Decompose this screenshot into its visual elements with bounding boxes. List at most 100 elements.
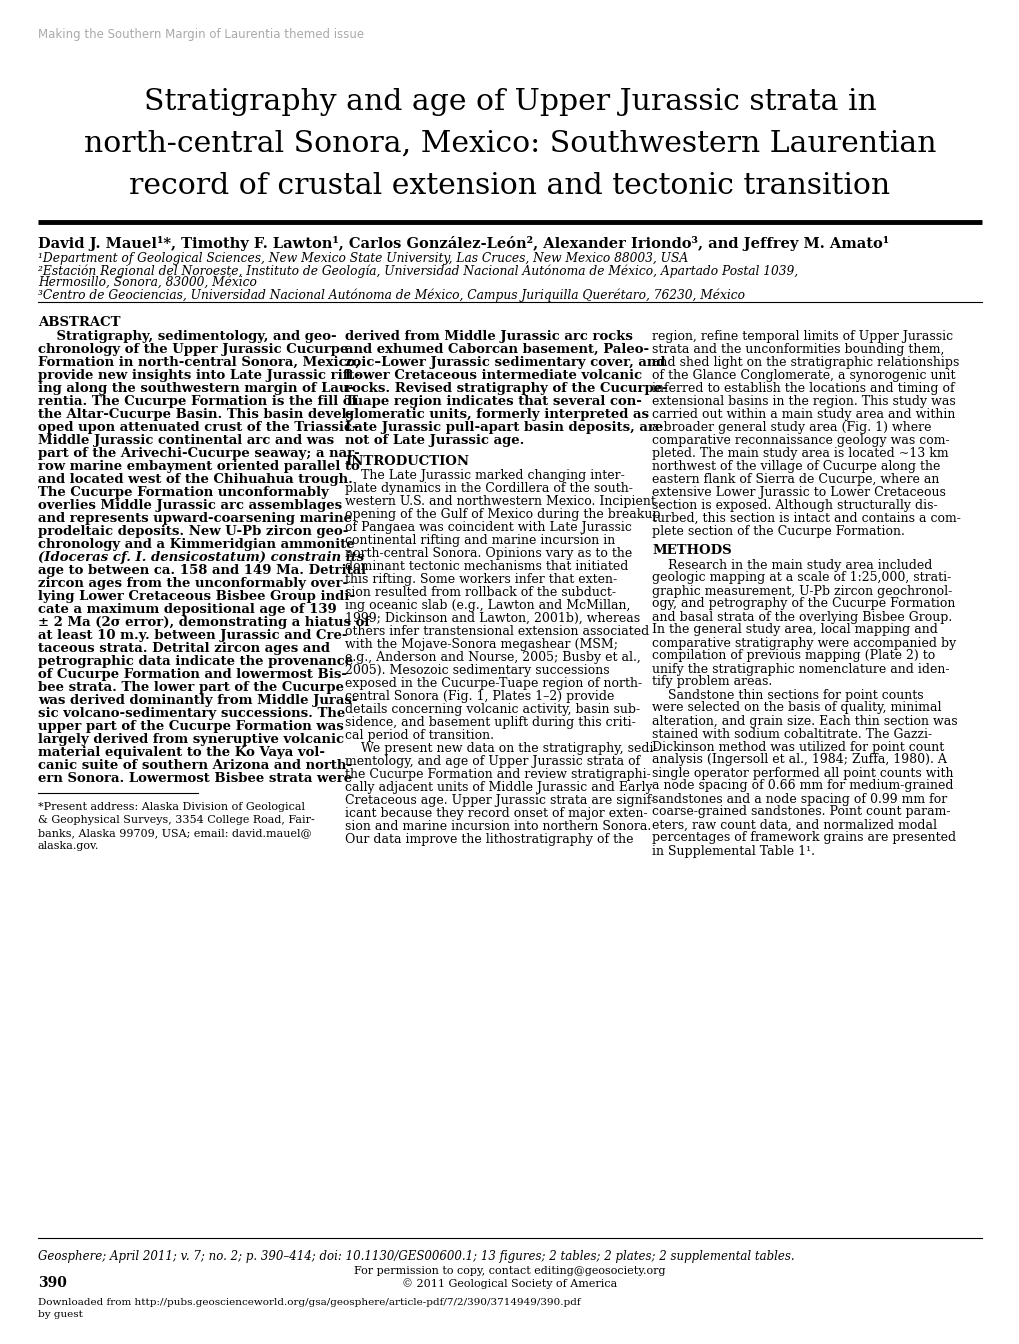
Text: sion resulted from rollback of the subduct-: sion resulted from rollback of the subdu… — [344, 586, 615, 599]
Text: alaska.gov.: alaska.gov. — [38, 841, 99, 851]
Text: cal period of transition.: cal period of transition. — [344, 728, 493, 742]
Text: material equivalent to the Ko Vaya vol-: material equivalent to the Ko Vaya vol- — [38, 746, 325, 759]
Text: petrographic data indicate the provenance: petrographic data indicate the provenanc… — [38, 655, 353, 668]
Text: and represents upward-coarsening marine: and represents upward-coarsening marine — [38, 512, 352, 526]
Text: icant because they record onset of major exten-: icant because they record onset of major… — [344, 806, 647, 820]
Text: chronology of the Upper Jurassic Cucurpe: chronology of the Upper Jurassic Cucurpe — [38, 343, 348, 356]
Text: derived from Middle Jurassic arc rocks: derived from Middle Jurassic arc rocks — [344, 331, 632, 343]
Text: tify problem areas.: tify problem areas. — [651, 676, 771, 688]
Text: Dickinson method was utilized for point count: Dickinson method was utilized for point … — [651, 741, 944, 754]
Text: Lower Cretaceous intermediate volcanic: Lower Cretaceous intermediate volcanic — [344, 370, 642, 382]
Text: © 2011 Geological Society of America: © 2011 Geological Society of America — [401, 1278, 618, 1289]
Text: Geosphere; April 2011; v. 7; no. 2; p. 390–414; doi: 10.1130/GES00600.1; 13 figu: Geosphere; April 2011; v. 7; no. 2; p. 3… — [38, 1250, 794, 1263]
Text: Hermosillo, Sonora, 83000, México: Hermosillo, Sonora, 83000, México — [38, 276, 257, 289]
Text: Late Jurassic pull-apart basin deposits, are: Late Jurassic pull-apart basin deposits,… — [344, 421, 662, 434]
Text: largely derived from syneruptive volcanic: largely derived from syneruptive volcani… — [38, 732, 343, 746]
Text: exposed in the Cucurpe-Tuape region of north-: exposed in the Cucurpe-Tuape region of n… — [344, 677, 642, 689]
Text: pleted. The main study area is located ~13 km: pleted. The main study area is located ~… — [651, 448, 948, 460]
Text: graphic measurement, U-Pb zircon geochronol-: graphic measurement, U-Pb zircon geochro… — [651, 585, 952, 598]
Text: analysis (Ingersoll et al., 1984; Zuffa, 1980). A: analysis (Ingersoll et al., 1984; Zuffa,… — [651, 754, 946, 766]
Text: extensional basins in the region. This study was: extensional basins in the region. This s… — [651, 395, 955, 409]
Text: Formation in north-central Sonora, Mexico,: Formation in north-central Sonora, Mexic… — [38, 356, 360, 370]
Text: inferred to establish the locations and timing of: inferred to establish the locations and … — [651, 382, 954, 395]
Text: plete section of the Cucurpe Formation.: plete section of the Cucurpe Formation. — [651, 526, 904, 538]
Text: were selected on the basis of quality, minimal: were selected on the basis of quality, m… — [651, 702, 941, 715]
Text: a node spacing of 0.66 mm for medium-grained: a node spacing of 0.66 mm for medium-gra… — [651, 780, 953, 793]
Text: north-central Sonora, Mexico: Southwestern Laurentian: north-central Sonora, Mexico: Southweste… — [84, 130, 935, 159]
Text: Cretaceous age. Upper Jurassic strata are signif-: Cretaceous age. Upper Jurassic strata ar… — [344, 794, 654, 806]
Text: Stratigraphy, sedimentology, and geo-: Stratigraphy, sedimentology, and geo- — [38, 331, 336, 343]
Text: oped upon attenuated crust of the Triassic–: oped upon attenuated crust of the Triass… — [38, 421, 359, 434]
Text: coarse-grained sandstones. Point count param-: coarse-grained sandstones. Point count p… — [651, 805, 950, 818]
Text: of the Glance Conglomerate, a synorogenic unit: of the Glance Conglomerate, a synorogeni… — [651, 370, 955, 382]
Text: turbed, this section is intact and contains a com-: turbed, this section is intact and conta… — [651, 512, 960, 526]
Text: ogy, and petrography of the Cucurpe Formation: ogy, and petrography of the Cucurpe Form… — [651, 598, 955, 610]
Text: plate dynamics in the Cordillera of the south-: plate dynamics in the Cordillera of the … — [344, 481, 632, 495]
Text: sion and marine incursion into northern Sonora.: sion and marine incursion into northern … — [344, 820, 650, 833]
Text: Sandstone thin sections for point counts: Sandstone thin sections for point counts — [651, 688, 923, 702]
Text: single operator performed all point counts with: single operator performed all point coun… — [651, 766, 953, 780]
Text: bee strata. The lower part of the Cucurpe: bee strata. The lower part of the Cucurp… — [38, 681, 343, 694]
Text: was derived dominantly from Middle Juras-: was derived dominantly from Middle Juras… — [38, 694, 357, 707]
Text: carried out within a main study area and within: carried out within a main study area and… — [651, 409, 955, 421]
Text: and shed light on the stratigraphic relationships: and shed light on the stratigraphic rela… — [651, 356, 959, 370]
Text: the Altar-Cucurpe Basin. This basin devel-: the Altar-Cucurpe Basin. This basin deve… — [38, 409, 352, 421]
Text: ing oceanic slab (e.g., Lawton and McMillan,: ing oceanic slab (e.g., Lawton and McMil… — [344, 599, 630, 612]
Text: part of the Arivechi-Cucurpe seaway; a nar-: part of the Arivechi-Cucurpe seaway; a n… — [38, 448, 360, 460]
Text: 2005). Mesozoic sedimentary successions: 2005). Mesozoic sedimentary successions — [344, 664, 609, 677]
Text: percentages of framework grains are presented: percentages of framework grains are pres… — [651, 832, 955, 844]
Text: at least 10 m.y. between Jurassic and Cre-: at least 10 m.y. between Jurassic and Cr… — [38, 629, 347, 642]
Text: mentology, and age of Upper Jurassic strata of: mentology, and age of Upper Jurassic str… — [344, 755, 640, 767]
Text: *Present address: Alaska Division of Geological: *Present address: Alaska Division of Geo… — [38, 802, 305, 812]
Text: 390: 390 — [38, 1275, 67, 1290]
Text: & Geophysical Surveys, 3354 College Road, Fair-: & Geophysical Surveys, 3354 College Road… — [38, 814, 315, 825]
Text: age to between ca. 158 and 149 Ma. Detrital: age to between ca. 158 and 149 Ma. Detri… — [38, 564, 366, 577]
Text: Stratigraphy and age of Upper Jurassic strata in: Stratigraphy and age of Upper Jurassic s… — [144, 87, 875, 116]
Text: cate a maximum depositional age of 139: cate a maximum depositional age of 139 — [38, 603, 336, 616]
Text: prodeltaic deposits. New U-Pb zircon geo-: prodeltaic deposits. New U-Pb zircon geo… — [38, 526, 348, 538]
Text: record of crustal extension and tectonic transition: record of crustal extension and tectonic… — [129, 172, 890, 200]
Text: comparative reconnaissance geology was com-: comparative reconnaissance geology was c… — [651, 434, 949, 448]
Text: sidence, and basement uplift during this criti-: sidence, and basement uplift during this… — [344, 716, 635, 728]
Text: dominant tectonic mechanisms that initiated: dominant tectonic mechanisms that initia… — [344, 560, 628, 573]
Text: opening of the Gulf of Mexico during the breakup: opening of the Gulf of Mexico during the… — [344, 508, 660, 520]
Text: sic volcano-sedimentary successions. The: sic volcano-sedimentary successions. The — [38, 707, 344, 720]
Text: glomeratic units, formerly interpreted as: glomeratic units, formerly interpreted a… — [344, 409, 648, 421]
Text: ern Sonora. Lowermost Bisbee strata were: ern Sonora. Lowermost Bisbee strata were — [38, 771, 352, 785]
Text: with the Mojave-Sonora megashear (MSM;: with the Mojave-Sonora megashear (MSM; — [344, 638, 618, 650]
Text: Downloaded from http://pubs.geoscienceworld.org/gsa/geosphere/article-pdf/7/2/39: Downloaded from http://pubs.geosciencewo… — [38, 1298, 580, 1306]
Text: the Cucurpe Formation and review stratigraphi-: the Cucurpe Formation and review stratig… — [344, 767, 650, 781]
Text: comparative stratigraphy were accompanied by: comparative stratigraphy were accompanie… — [651, 637, 956, 649]
Text: Middle Jurassic continental arc and was: Middle Jurassic continental arc and was — [38, 434, 334, 448]
Text: not of Late Jurassic age.: not of Late Jurassic age. — [344, 434, 524, 448]
Text: ¹Department of Geological Sciences, New Mexico State University, Las Cruces, New: ¹Department of Geological Sciences, New … — [38, 253, 688, 265]
Text: zircon ages from the unconformably over-: zircon ages from the unconformably over- — [38, 577, 347, 590]
Text: ABSTRACT: ABSTRACT — [38, 316, 120, 329]
Text: The Late Jurassic marked changing inter-: The Late Jurassic marked changing inter- — [344, 469, 625, 481]
Text: cally adjacent units of Middle Jurassic and Early: cally adjacent units of Middle Jurassic … — [344, 781, 652, 794]
Text: Tuape region indicates that several con-: Tuape region indicates that several con- — [344, 395, 641, 409]
Text: Research in the main study area included: Research in the main study area included — [651, 559, 931, 571]
Text: taceous strata. Detrital zircon ages and: taceous strata. Detrital zircon ages and — [38, 642, 330, 655]
Text: central Sonora (Fig. 1, Plates 1–2) provide: central Sonora (Fig. 1, Plates 1–2) prov… — [344, 689, 613, 703]
Text: western U.S. and northwestern Mexico. Incipient: western U.S. and northwestern Mexico. In… — [344, 495, 655, 508]
Text: region, refine temporal limits of Upper Jurassic: region, refine temporal limits of Upper … — [651, 331, 952, 343]
Text: eastern flank of Sierra de Cucurpe, where an: eastern flank of Sierra de Cucurpe, wher… — [651, 473, 938, 487]
Text: of Pangaea was coincident with Late Jurassic: of Pangaea was coincident with Late Jura… — [344, 520, 631, 534]
Text: and exhumed Caborcan basement, Paleo-: and exhumed Caborcan basement, Paleo- — [344, 343, 648, 356]
Text: unify the stratigraphic nomenclature and iden-: unify the stratigraphic nomenclature and… — [651, 663, 949, 676]
Text: ³Centro de Geociencias, Universidad Nacional Autónoma de México, Campus Juriquil: ³Centro de Geociencias, Universidad Naci… — [38, 288, 744, 301]
Text: In the general study area, local mapping and: In the general study area, local mapping… — [651, 624, 936, 637]
Text: ± 2 Ma (2σ error), demonstrating a hiatus of: ± 2 Ma (2σ error), demonstrating a hiatu… — [38, 616, 370, 629]
Text: provide new insights into Late Jurassic rift-: provide new insights into Late Jurassic … — [38, 370, 360, 382]
Text: 1999; Dickinson and Lawton, 2001b), whereas: 1999; Dickinson and Lawton, 2001b), wher… — [344, 612, 640, 625]
Text: lying Lower Cretaceous Bisbee Group indi-: lying Lower Cretaceous Bisbee Group indi… — [38, 590, 355, 603]
Text: ²Estación Regional del Noroeste, Instituto de Geología, Universidad Nacional Aut: ²Estación Regional del Noroeste, Institu… — [38, 263, 797, 277]
Text: Our data improve the lithostratigraphy of the: Our data improve the lithostratigraphy o… — [344, 833, 633, 845]
Text: others infer transtensional extension associated: others infer transtensional extension as… — [344, 625, 649, 638]
Text: a broader general study area (Fig. 1) where: a broader general study area (Fig. 1) wh… — [651, 421, 930, 434]
Text: INTRODUCTION: INTRODUCTION — [344, 454, 469, 468]
Text: strata and the unconformities bounding them,: strata and the unconformities bounding t… — [651, 343, 944, 356]
Text: upper part of the Cucurpe Formation was: upper part of the Cucurpe Formation was — [38, 720, 343, 732]
Text: details concerning volcanic activity, basin sub-: details concerning volcanic activity, ba… — [344, 703, 640, 716]
